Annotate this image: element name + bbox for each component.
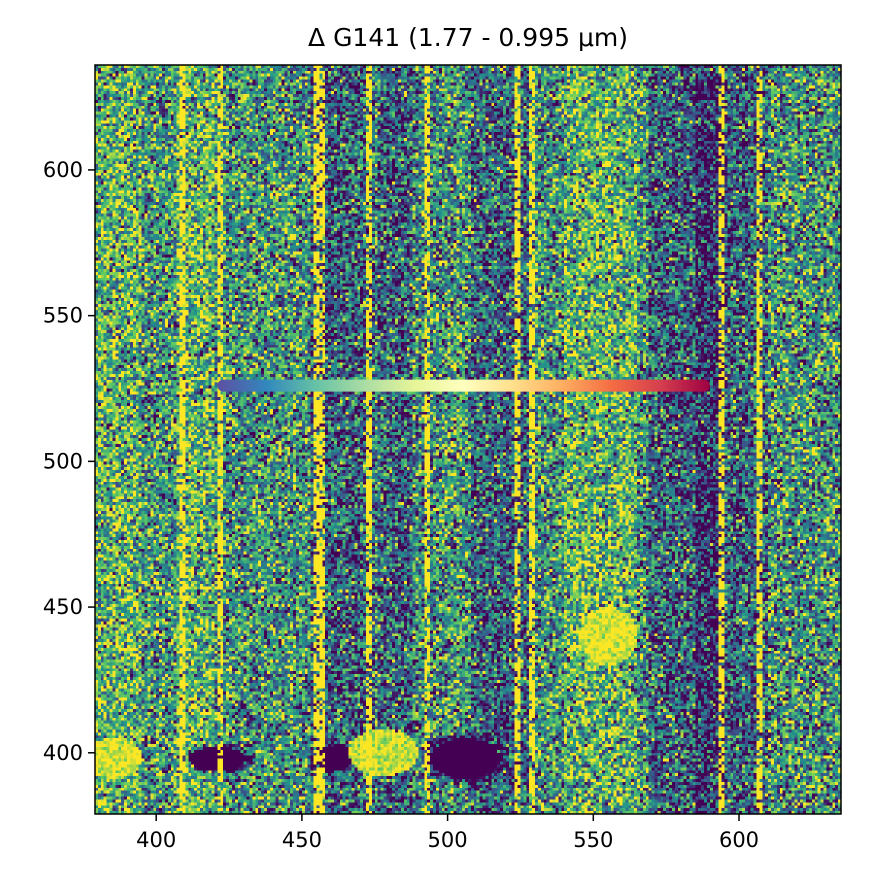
y-tick-label: 400 (43, 741, 83, 765)
x-tick-label: 550 (573, 828, 613, 852)
x-tick-label: 500 (428, 828, 468, 852)
y-tick-label: 450 (43, 595, 83, 619)
x-tick-label: 450 (282, 828, 322, 852)
heatmap-image (95, 65, 841, 814)
y-tick-label: 550 (43, 304, 83, 328)
x-axis: 400 450 500 550 600 (136, 814, 759, 852)
plot-frame (94, 64, 842, 815)
chart-title: Δ G141 (1.77 - 0.995 μm) (308, 23, 628, 52)
y-axis: 400 450 500 550 600 (43, 158, 95, 765)
x-tick-label: 400 (136, 828, 176, 852)
trace-line (217, 379, 710, 392)
y-tick-label: 500 (43, 449, 83, 473)
x-tick-label: 600 (719, 828, 759, 852)
y-tick-label: 600 (43, 158, 83, 182)
